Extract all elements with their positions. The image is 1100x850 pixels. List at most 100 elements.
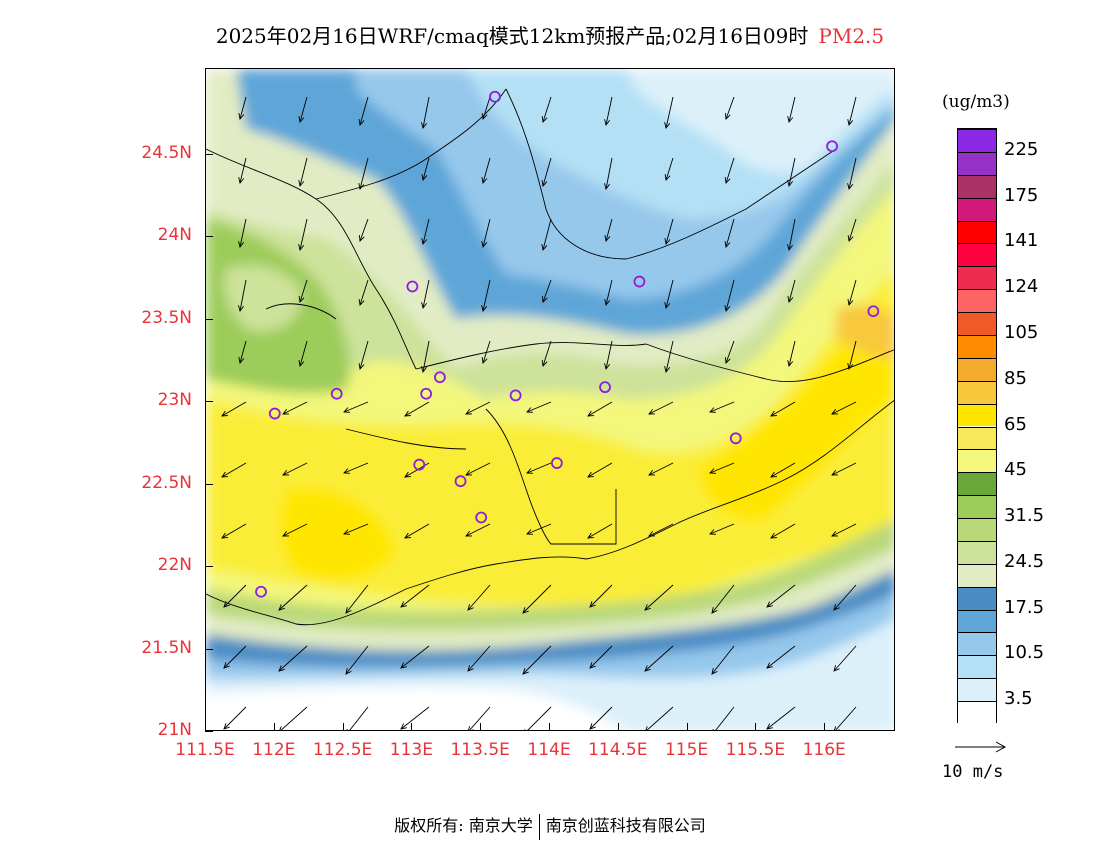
wind-arrow-head [221,410,229,417]
station-circle-icon[interactable] [509,389,522,402]
wind-arrow-head [787,116,794,124]
station-circle-icon[interactable] [454,475,467,488]
legend-label: 124 [1004,276,1039,298]
station-circle-icon[interactable] [550,457,563,469]
station-circle-icon[interactable] [633,275,646,288]
wind-arrow [605,218,613,242]
wind-arrow-head [724,241,731,248]
wind-arrow-head [358,183,365,191]
wind-arrow [644,584,674,611]
legend-swatch [958,266,996,290]
wind-arrow [345,584,369,614]
legend-swatch [958,449,996,473]
legend-label: 85 [1004,367,1027,389]
wind-arrow [482,279,491,312]
wind-arrow [482,340,491,364]
wind-arrow [848,340,857,370]
wind-arrow-head [589,601,596,608]
legend-swatch [958,632,996,656]
longitude-tick [755,723,757,731]
wind-arrow [482,157,491,184]
wind-arrow [589,645,613,669]
wind-arrow-head [467,604,474,611]
wind-arrow [831,523,857,537]
page-title: 2025年02月16日WRF/cmaq模式12km预报产品;02月16日09时 P… [0,20,1100,49]
longitude-label: 112.5E [312,740,373,760]
map-panel[interactable] [205,68,895,731]
wind-arrow [239,340,247,364]
legend-swatch [958,563,996,587]
wind-arrow [400,706,430,730]
wind-arrow [542,96,552,123]
wind-arrow [766,584,796,608]
legend-swatch [958,518,996,541]
wind-arrow [343,462,369,474]
wind-arrow-head [766,662,773,669]
station-circle-icon[interactable] [255,585,267,598]
wind-arrow-head [481,356,488,364]
wind-arrow-head [238,177,245,185]
wind-arrow-head [833,604,840,611]
station-circle-icon[interactable] [729,432,742,445]
wind-arrow [665,218,674,245]
wind-arrow [343,401,369,413]
wind-arrow-head [343,407,351,413]
wind-arrow-head [298,244,305,252]
station-circle-icon[interactable] [406,280,419,293]
legend-swatch [958,289,996,313]
wind-arrow [587,523,613,539]
station-circle-icon[interactable] [330,387,343,400]
wind-arrow [605,279,613,306]
footer-separator [538,813,540,840]
legend-label: 175 [1004,184,1039,206]
wind-arrow-head [465,469,473,476]
wind-arrow-head [282,530,290,537]
wind-arrow [709,401,735,413]
wind-arrow [833,645,857,672]
wind-arrow-head [221,532,229,539]
legend-swatch [958,586,996,610]
wind-arrow-head [766,723,773,730]
wind-arrow-head [724,176,731,184]
station-circle-icon[interactable] [413,458,426,471]
longitude-tick [480,723,482,731]
station-circle-icon[interactable] [826,140,838,153]
wind-arrow [665,279,674,309]
wind-arrow [223,706,247,730]
legend-label: 24.5 [1004,550,1045,572]
wind-arrow [282,401,308,415]
legend-swatch [958,655,996,679]
wind-arrow [709,523,735,535]
wind-arrow-head [587,471,595,478]
wind-arrow [715,706,735,730]
wind-arrow-head [404,410,412,417]
wind-arrow-head [526,407,534,413]
station-circle-icon[interactable] [434,371,446,384]
wind-arrow-head [664,366,671,374]
longitude-tick [273,723,275,731]
wind-arrow [542,279,552,303]
wind-arrow [725,218,735,248]
wind-arrow-head [604,119,611,127]
station-circle-icon[interactable] [268,407,281,420]
wind-arrow [465,523,491,537]
wind-arrow-head [522,607,529,614]
station-circle-icon[interactable] [867,305,880,318]
wind-arrow [280,706,308,730]
wind-arrow-head [298,116,305,123]
wind-arrow [299,157,308,187]
longitude-label: 113.5E [450,740,510,760]
latitude-tick [205,318,213,320]
wind-arrow [766,645,796,669]
wind-arrow [221,401,247,417]
station-circle-icon[interactable] [489,90,501,103]
station-circle-icon[interactable] [599,381,611,394]
station-circle-icon[interactable] [420,387,433,400]
station-circle-icon[interactable] [475,511,488,524]
wind-arrow [526,462,552,474]
wind-arrow-head [587,410,595,417]
wind-arrow [359,218,369,242]
wind-arrow [467,584,491,611]
wind-arrow-head [223,601,230,608]
legend-label: 225 [1004,138,1039,160]
